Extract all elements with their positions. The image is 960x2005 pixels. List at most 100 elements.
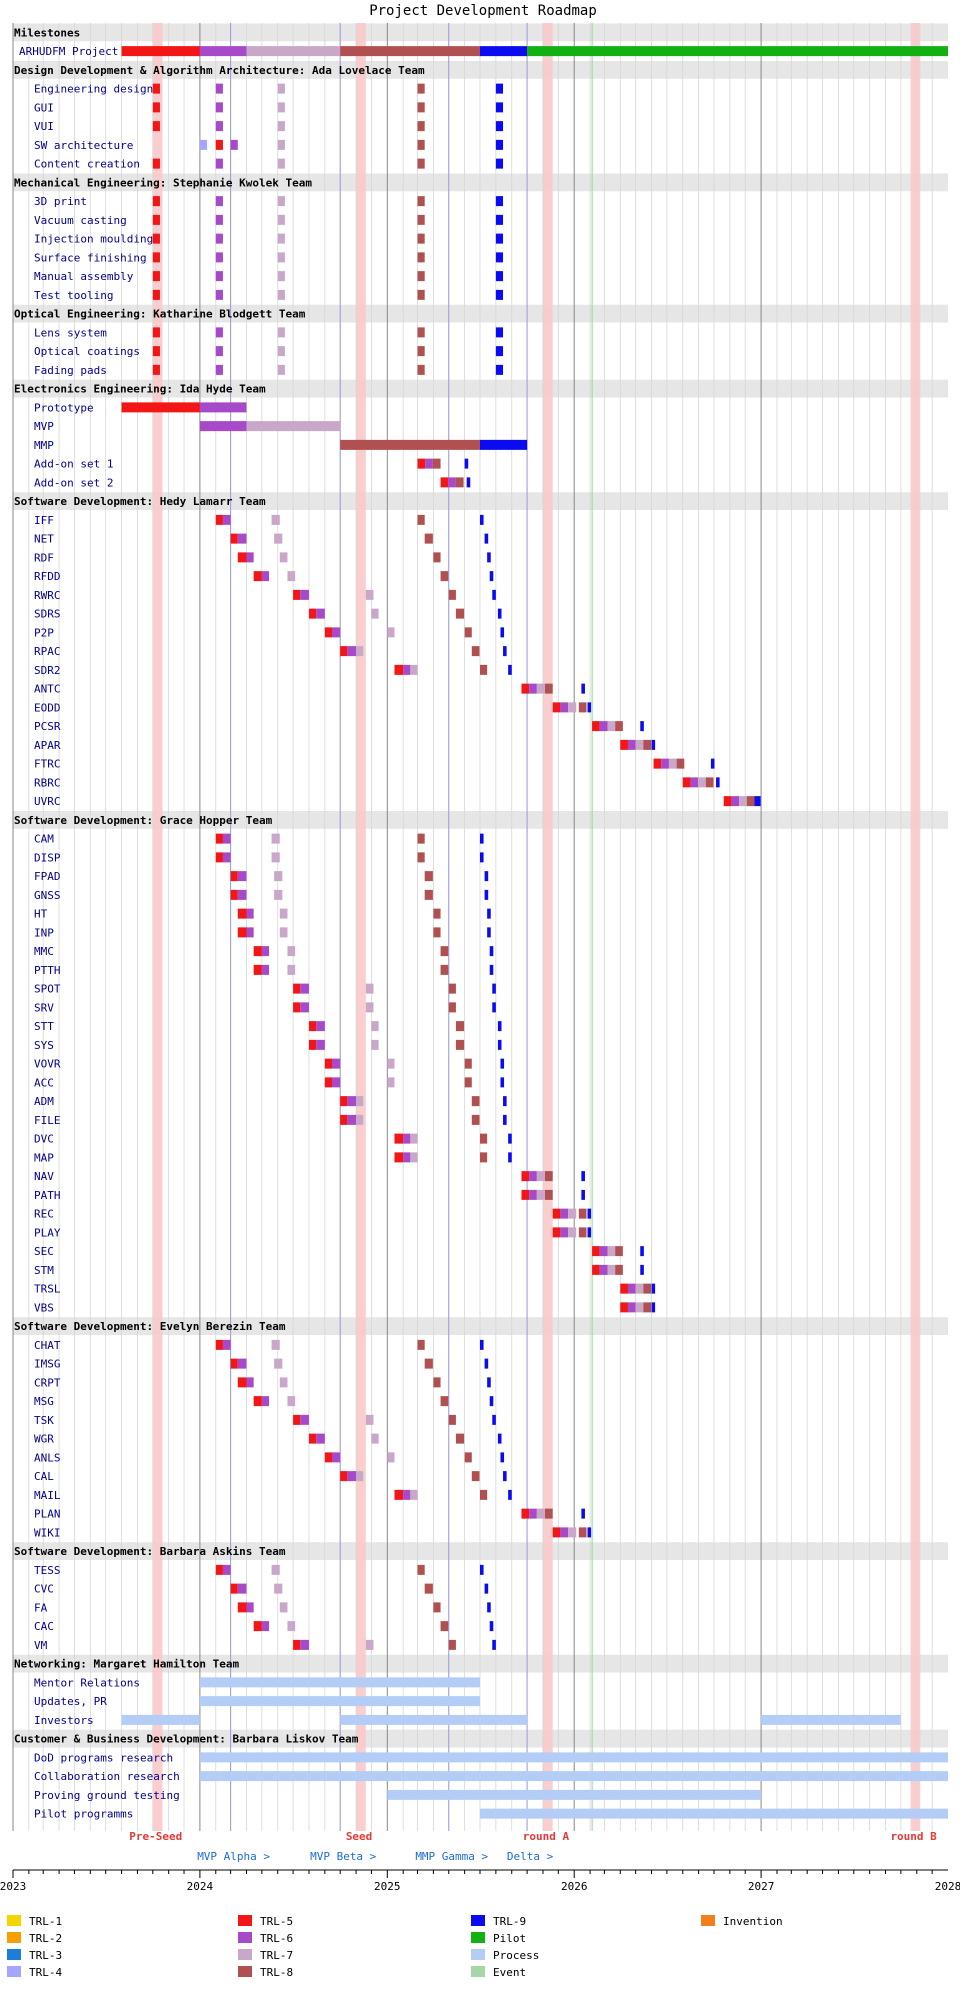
task-bar-trl-7 — [277, 121, 285, 132]
task-label: PLAY — [34, 1226, 61, 1239]
task-label: VM — [34, 1639, 48, 1652]
task-bar-trl-8 — [448, 983, 456, 994]
task-bar-trl-4 — [199, 139, 208, 150]
task-label: RPAC — [34, 645, 61, 658]
task-bar-trl-8 — [479, 664, 488, 675]
task-bar-trl-6 — [332, 627, 341, 638]
task-bar-trl-8 — [448, 589, 456, 600]
task-bar-trl-8 — [424, 1583, 433, 1594]
task-label: RDF — [34, 551, 54, 564]
task-bar-trl-8 — [417, 271, 425, 282]
legend-label: Process — [493, 1949, 539, 1962]
task-bar-trl-9 — [487, 908, 491, 919]
task-bar-trl-6 — [261, 1621, 270, 1632]
task-bar-trl-8 — [433, 927, 441, 938]
task-bar-trl-9 — [508, 1489, 512, 1500]
task-label: SPOT — [34, 983, 61, 996]
task-bar-trl-6 — [403, 1133, 411, 1144]
task-bar-trl-5 — [440, 477, 449, 488]
task-bar-trl-9 — [487, 1602, 491, 1613]
task-bar-trl-7 — [536, 1508, 546, 1519]
legend-swatch-process — [471, 1949, 485, 1960]
task-bar-trl-6 — [332, 1058, 341, 1069]
task-bar-trl-9 — [497, 1021, 502, 1032]
task-bar-trl-6 — [215, 271, 223, 282]
task-bar-trl-6 — [215, 327, 223, 338]
task-bar-trl-9 — [716, 777, 720, 788]
task-bar-trl-8 — [440, 571, 449, 582]
task-bar-trl-8 — [433, 1377, 441, 1388]
task-bar-trl-6 — [300, 1002, 309, 1013]
task-label: VUI — [34, 120, 54, 133]
task-bar-trl-5 — [293, 1002, 301, 1013]
task-label: EODD — [34, 701, 61, 714]
task-bar-trl-8 — [676, 758, 685, 769]
task-label: Updates, PR — [34, 1695, 107, 1708]
task-bar-trl-7 — [410, 1152, 418, 1163]
task-bar-trl-7 — [410, 664, 418, 675]
task-bar-trl-8 — [471, 1096, 480, 1107]
task-label: ADM — [34, 1095, 54, 1108]
task-bar-trl-5 — [521, 1171, 530, 1182]
task-bar-trl-5 — [215, 514, 223, 525]
legend-label: TRL-3 — [29, 1949, 62, 1962]
task-bar-trl-8 — [455, 608, 465, 619]
task-bar-pilot — [527, 46, 948, 57]
task-bar-trl-6 — [316, 1039, 325, 1050]
task-bar-trl-6 — [215, 196, 223, 207]
task-bar-trl-9 — [640, 1264, 644, 1275]
task-bar-trl-9 — [495, 121, 504, 132]
task-label: APAR — [34, 739, 61, 752]
funding-round-label: Pre-Seed — [129, 1830, 182, 1843]
task-label: CHAT — [34, 1339, 61, 1352]
task-bar-trl-7 — [536, 683, 546, 694]
task-bar-trl-7 — [371, 1433, 379, 1444]
task-bar-trl-7 — [635, 1283, 644, 1294]
task-bar-trl-6 — [300, 983, 309, 994]
task-bar-trl-5 — [121, 46, 200, 57]
legend-swatch-trl-4 — [7, 1966, 21, 1977]
task-label: PCSR — [34, 720, 61, 733]
task-bar-trl-8 — [479, 1489, 488, 1500]
task-bar-trl-9 — [581, 1508, 585, 1519]
task-bar-trl-7 — [568, 1227, 577, 1238]
task-bar-trl-5 — [215, 833, 223, 844]
task-bar-process — [199, 1696, 480, 1707]
task-bar-trl-7 — [287, 571, 296, 582]
task-bar-trl-8 — [643, 739, 652, 750]
task-bar-trl-8 — [643, 1302, 652, 1313]
task-bar-trl-5 — [215, 1339, 223, 1350]
task-bar-trl-5 — [152, 327, 160, 338]
task-bar-trl-6 — [347, 1114, 357, 1125]
task-bar-trl-5 — [682, 777, 691, 788]
task-bar-trl-5 — [340, 1471, 348, 1482]
task-bar-trl-9 — [484, 871, 489, 882]
task-bar-trl-5 — [230, 1583, 238, 1594]
task-bar-trl-6 — [215, 121, 223, 132]
task-bar-trl-7 — [277, 252, 285, 263]
task-bar-trl-9 — [495, 83, 504, 94]
task-label: VOVR — [34, 1058, 61, 1071]
legend-label: TRL-5 — [260, 1915, 293, 1928]
milestone-label: MVP Alpha > — [197, 1850, 270, 1863]
task-label: MMC — [34, 945, 54, 958]
task-bar-trl-7 — [279, 1377, 288, 1388]
task-bar-trl-9 — [495, 289, 504, 300]
task-label: VBS — [34, 1301, 54, 1314]
task-bar-trl-7 — [277, 271, 285, 282]
task-bar-trl-5 — [620, 1283, 628, 1294]
task-bar-trl-9 — [587, 1527, 592, 1538]
task-bar-trl-7 — [274, 533, 283, 544]
task-bar-trl-6 — [529, 1171, 537, 1182]
task-bar-trl-8 — [340, 439, 480, 450]
legend-swatch-pilot — [471, 1932, 485, 1943]
task-label: WGR — [34, 1433, 54, 1446]
task-bar-trl-7 — [356, 1471, 364, 1482]
task-bar-trl-5 — [121, 402, 200, 413]
task-label: GNSS — [34, 889, 61, 902]
task-bar-trl-5 — [308, 1433, 317, 1444]
task-bar-trl-8 — [417, 852, 425, 863]
task-bar-trl-9 — [497, 608, 502, 619]
legend-label: Event — [493, 1966, 526, 1979]
task-bar-trl-9 — [495, 364, 504, 375]
